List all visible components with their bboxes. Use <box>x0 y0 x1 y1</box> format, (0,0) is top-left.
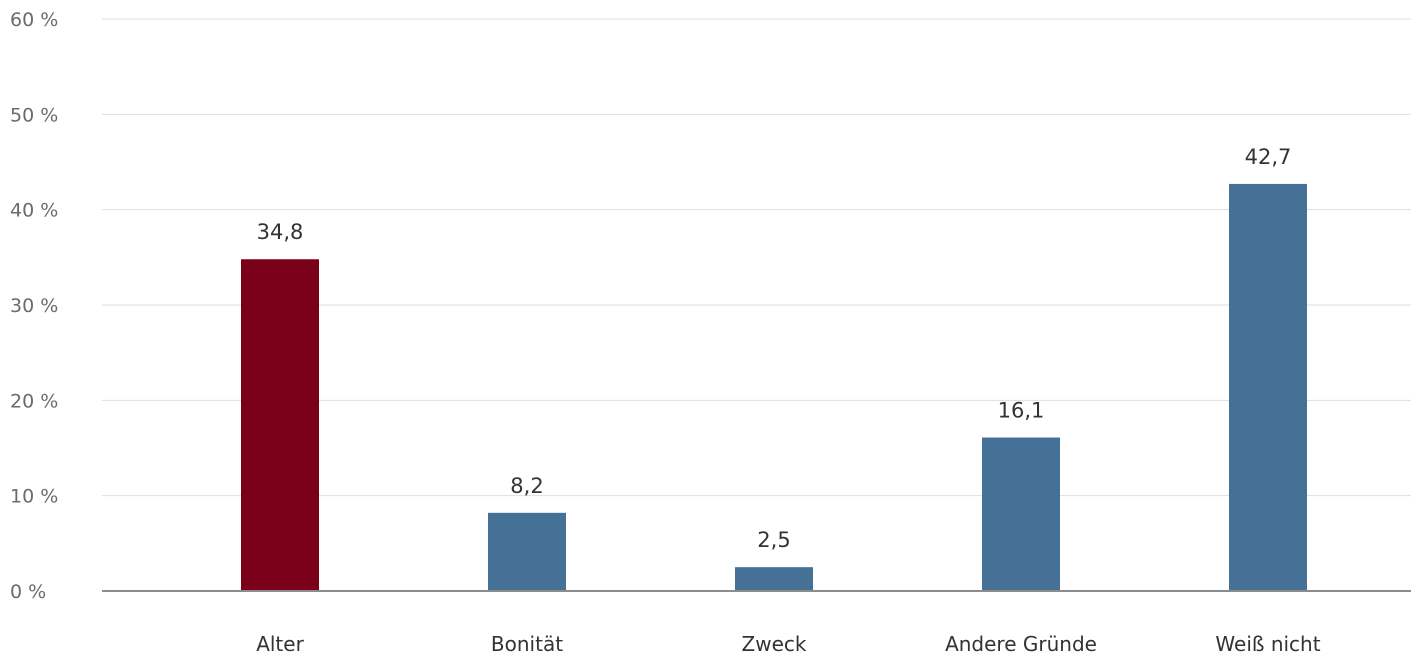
y-tick-label: 0 % <box>10 581 46 603</box>
bar <box>488 512 566 591</box>
x-category-label: Bonität <box>491 632 563 656</box>
y-tick-label: 30 % <box>10 295 58 317</box>
data-label: 34,8 <box>257 220 304 244</box>
bars <box>241 183 1307 591</box>
x-category-label: Andere Gründe <box>945 632 1097 656</box>
bar <box>982 437 1060 591</box>
x-axis-labels: Alter Bonität Zweck Andere Gründe Weiß nicht <box>256 632 1321 656</box>
y-tick-label: 20 % <box>10 390 58 412</box>
y-tick-label: 50 % <box>10 104 58 126</box>
data-label: 42,7 <box>1245 145 1292 169</box>
gridlines <box>102 18 1411 497</box>
y-axis-ticks: 0 % 10 % 20 % 30 % 40 % 50 % 60 % <box>10 9 58 603</box>
y-tick-label: 10 % <box>10 486 58 508</box>
data-label: 8,2 <box>510 474 543 498</box>
bar <box>241 259 319 591</box>
bar <box>1229 183 1307 591</box>
y-tick-label: 40 % <box>10 200 58 222</box>
x-category-label: Alter <box>256 632 304 656</box>
y-tick-label: 60 % <box>10 9 58 31</box>
bar <box>735 567 813 591</box>
data-label: 16,1 <box>998 399 1045 423</box>
data-labels: 34,8 8,2 2,5 16,1 42,7 <box>257 145 1292 552</box>
data-label: 2,5 <box>757 528 790 552</box>
x-category-label: Zweck <box>742 632 807 656</box>
x-category-label: Weiß nicht <box>1215 632 1320 656</box>
